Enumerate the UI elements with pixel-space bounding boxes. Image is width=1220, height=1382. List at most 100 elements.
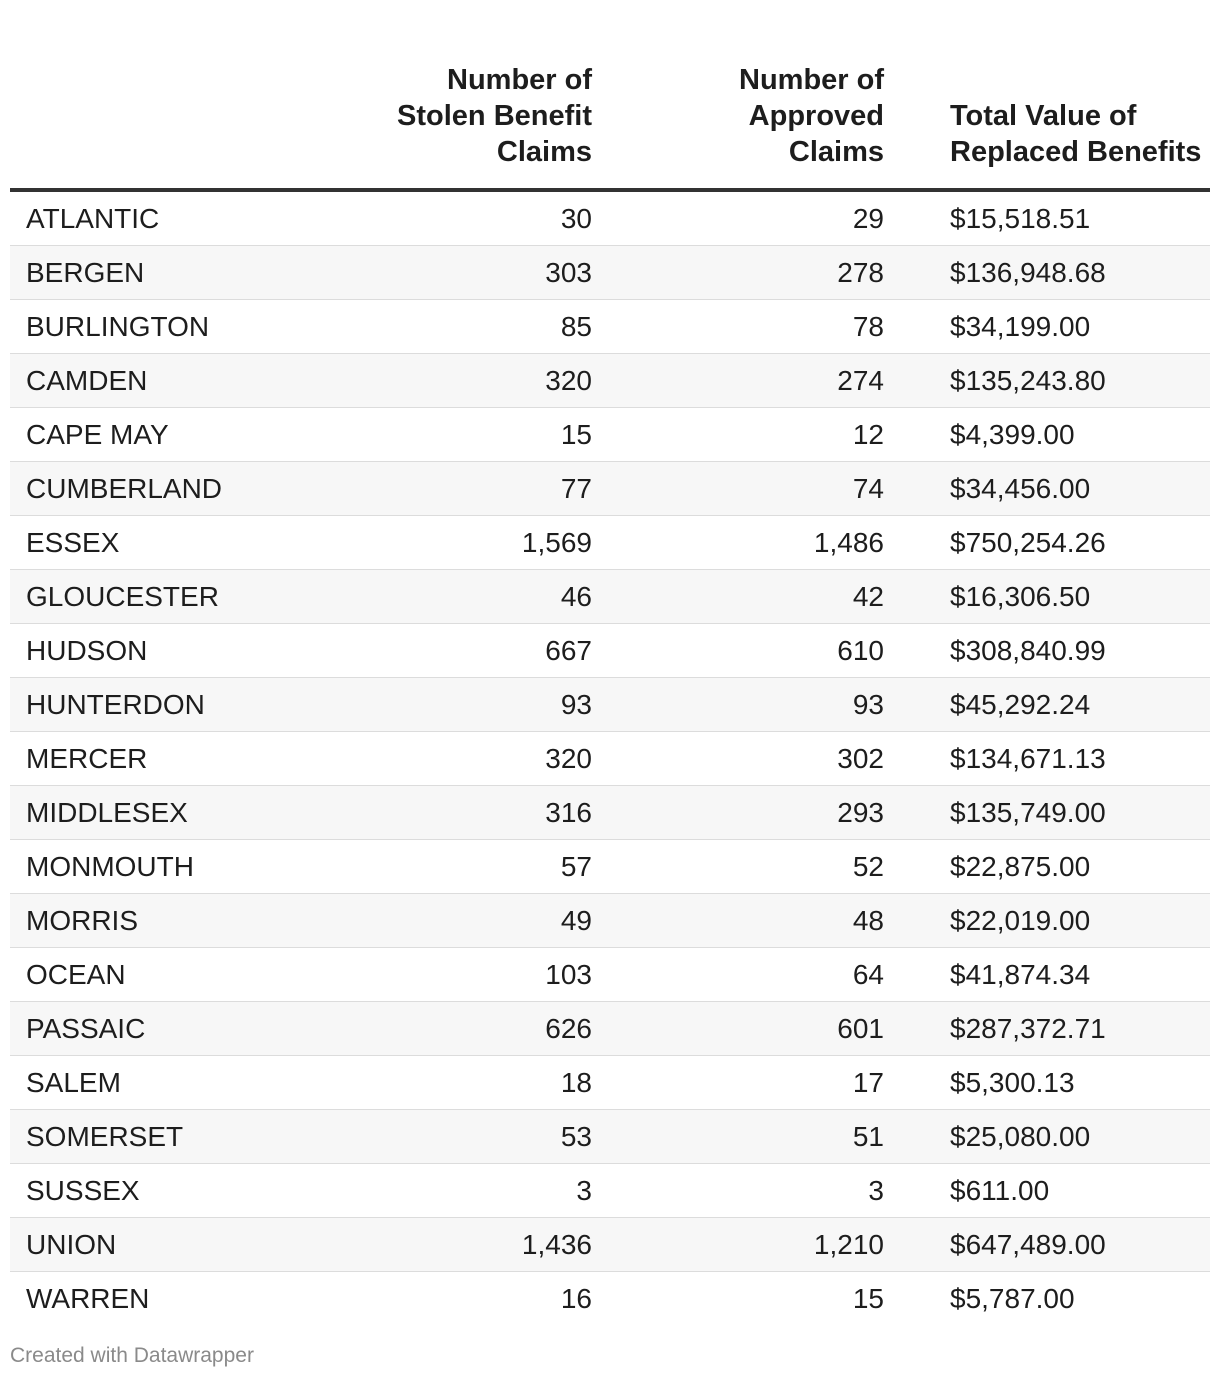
stolen-claims-cell: 46 bbox=[310, 569, 592, 624]
county-cell: SOMERSET bbox=[10, 1109, 310, 1164]
county-cell: MIDDLESEX bbox=[10, 785, 310, 840]
table-header: Number of Stolen Benefit Claims Number o… bbox=[10, 0, 1210, 192]
replaced-value-cell: $5,787.00 bbox=[950, 1282, 1075, 1314]
replaced-value-cell: $16,306.50 bbox=[884, 569, 1210, 624]
data-table-container: Number of Stolen Benefit Claims Number o… bbox=[10, 0, 1210, 1325]
replaced-value-cell: $45,292.24 bbox=[884, 677, 1210, 732]
stolen-claims-cell: 30 bbox=[310, 190, 592, 246]
county-cell: SALEM bbox=[10, 1055, 310, 1110]
county-cell: WARREN bbox=[26, 1282, 150, 1314]
table-row: MORRIS 49 48 $22,019.00 bbox=[10, 893, 1210, 948]
table-row: BURLINGTON 85 78 $34,199.00 bbox=[10, 299, 1210, 354]
county-cell: CAPE MAY bbox=[10, 407, 310, 462]
approved-claims-cell: 52 bbox=[592, 839, 884, 894]
table-row: PASSAIC 626 601 $287,372.71 bbox=[10, 1001, 1210, 1056]
stolen-claims-cell: 85 bbox=[310, 299, 592, 354]
table-row: OCEAN 103 64 $41,874.34 bbox=[10, 947, 1210, 1002]
approved-claims-cell: 51 bbox=[592, 1109, 884, 1164]
approved-claims-cell: 1,486 bbox=[592, 515, 884, 570]
stolen-claims-cell: 18 bbox=[310, 1055, 592, 1110]
approved-claims-cell: 29 bbox=[592, 190, 884, 246]
header-row: Number of Stolen Benefit Claims Number o… bbox=[10, 0, 1210, 192]
county-cell: BURLINGTON bbox=[10, 299, 310, 354]
stolen-claims-cell: 1,569 bbox=[310, 515, 592, 570]
approved-claims-cell: 601 bbox=[592, 1001, 884, 1056]
approved-claims-cell: 78 bbox=[592, 299, 884, 354]
table-row: GLOUCESTER 46 42 $16,306.50 bbox=[10, 569, 1210, 624]
stolen-claims-cell: 626 bbox=[310, 1001, 592, 1056]
approved-claims-cell: 93 bbox=[592, 677, 884, 732]
header-approved-line-3: Claims bbox=[788, 136, 884, 168]
claims-table: Number of Stolen Benefit Claims Number o… bbox=[10, 0, 1210, 1325]
header-stolen-claims: Number of Stolen Benefit Claims bbox=[310, 0, 592, 192]
header-stolen-line-3: Claims bbox=[496, 136, 592, 168]
approved-claims-cell: 278 bbox=[592, 245, 884, 300]
header-county bbox=[10, 0, 310, 192]
stolen-claims-cell: 57 bbox=[310, 839, 592, 894]
replaced-value-cell: $750,254.26 bbox=[884, 515, 1210, 570]
table-row: SOMERSET 53 51 $25,080.00 bbox=[10, 1109, 1210, 1164]
stolen-claims-cell: 103 bbox=[310, 947, 592, 1002]
county-cell: ESSEX bbox=[10, 515, 310, 570]
header-approved-line-1: Number of bbox=[739, 64, 884, 96]
header-approved-claims: Number of Approved Claims bbox=[592, 0, 884, 192]
county-cell: PASSAIC bbox=[10, 1001, 310, 1056]
county-cell: MORRIS bbox=[10, 893, 310, 948]
replaced-value-cell: $41,874.34 bbox=[884, 947, 1210, 1002]
table-row: WARREN 16 15 $5,787.00 bbox=[10, 1272, 1210, 1326]
replaced-value-cell: $647,489.00 bbox=[884, 1217, 1210, 1272]
table-row: CAMDEN 320 274 $135,243.80 bbox=[10, 353, 1210, 408]
header-stolen-line-1: Number of bbox=[447, 64, 592, 96]
replaced-value-cell: $611.00 bbox=[884, 1163, 1210, 1218]
replaced-value-cell: $136,948.68 bbox=[884, 245, 1210, 300]
header-stolen-line-2: Stolen Benefit bbox=[397, 100, 592, 132]
approved-claims-cell: 48 bbox=[592, 893, 884, 948]
stolen-claims-cell: 3 bbox=[310, 1163, 592, 1218]
stolen-claims-cell: 15 bbox=[310, 407, 592, 462]
table-row: HUNTERDON 93 93 $45,292.24 bbox=[10, 677, 1210, 732]
stolen-claims-cell: 316 bbox=[310, 785, 592, 840]
replaced-value-cell: $308,840.99 bbox=[884, 623, 1210, 678]
replaced-value-cell: $4,399.00 bbox=[884, 407, 1210, 462]
replaced-value-cell: $287,372.71 bbox=[884, 1001, 1210, 1056]
approved-claims-cell: 293 bbox=[592, 785, 884, 840]
approved-claims-cell: 12 bbox=[592, 407, 884, 462]
approved-claims-cell: 274 bbox=[592, 353, 884, 408]
county-cell: ATLANTIC bbox=[10, 190, 310, 246]
header-value-line-2: Replaced Benefits bbox=[950, 136, 1202, 168]
stolen-claims-cell: 303 bbox=[310, 245, 592, 300]
stolen-claims-cell: 16 bbox=[560, 1282, 592, 1314]
header-replaced-value: Total Value of Replaced Benefits bbox=[884, 0, 1210, 192]
table-row: MONMOUTH 57 52 $22,875.00 bbox=[10, 839, 1210, 894]
table-row: CUMBERLAND 77 74 $34,456.00 bbox=[10, 461, 1210, 516]
replaced-value-cell: $15,518.51 bbox=[884, 190, 1210, 246]
replaced-value-cell: $135,749.00 bbox=[884, 785, 1210, 840]
table-row: SALEM 18 17 $5,300.13 bbox=[10, 1055, 1210, 1110]
approved-claims-cell: 42 bbox=[592, 569, 884, 624]
table-row: CAPE MAY 15 12 $4,399.00 bbox=[10, 407, 1210, 462]
stolen-claims-cell: 93 bbox=[310, 677, 592, 732]
stolen-claims-cell: 53 bbox=[310, 1109, 592, 1164]
county-cell: CUMBERLAND bbox=[10, 461, 310, 516]
approved-claims-cell: 17 bbox=[592, 1055, 884, 1110]
replaced-value-cell: $135,243.80 bbox=[884, 353, 1210, 408]
approved-claims-cell: 74 bbox=[592, 461, 884, 516]
county-cell: MONMOUTH bbox=[10, 839, 310, 894]
approved-claims-cell: 15 bbox=[852, 1282, 884, 1314]
replaced-value-cell: $134,671.13 bbox=[884, 731, 1210, 786]
stolen-claims-cell: 77 bbox=[310, 461, 592, 516]
approved-claims-cell: 610 bbox=[592, 623, 884, 678]
replaced-value-cell: $34,199.00 bbox=[884, 299, 1210, 354]
stolen-claims-cell: 1,436 bbox=[310, 1217, 592, 1272]
county-cell: SUSSEX bbox=[10, 1163, 310, 1218]
county-cell: CAMDEN bbox=[10, 353, 310, 408]
approved-claims-cell: 3 bbox=[592, 1163, 884, 1218]
county-cell: BERGEN bbox=[10, 245, 310, 300]
replaced-value-cell: $22,875.00 bbox=[884, 839, 1210, 894]
stolen-claims-cell: 49 bbox=[310, 893, 592, 948]
table-row: ESSEX 1,569 1,486 $750,254.26 bbox=[10, 515, 1210, 570]
county-cell: UNION bbox=[10, 1217, 310, 1272]
approved-claims-cell: 1,210 bbox=[592, 1217, 884, 1272]
replaced-value-cell: $22,019.00 bbox=[884, 893, 1210, 948]
table-row: SUSSEX 3 3 $611.00 bbox=[10, 1163, 1210, 1218]
